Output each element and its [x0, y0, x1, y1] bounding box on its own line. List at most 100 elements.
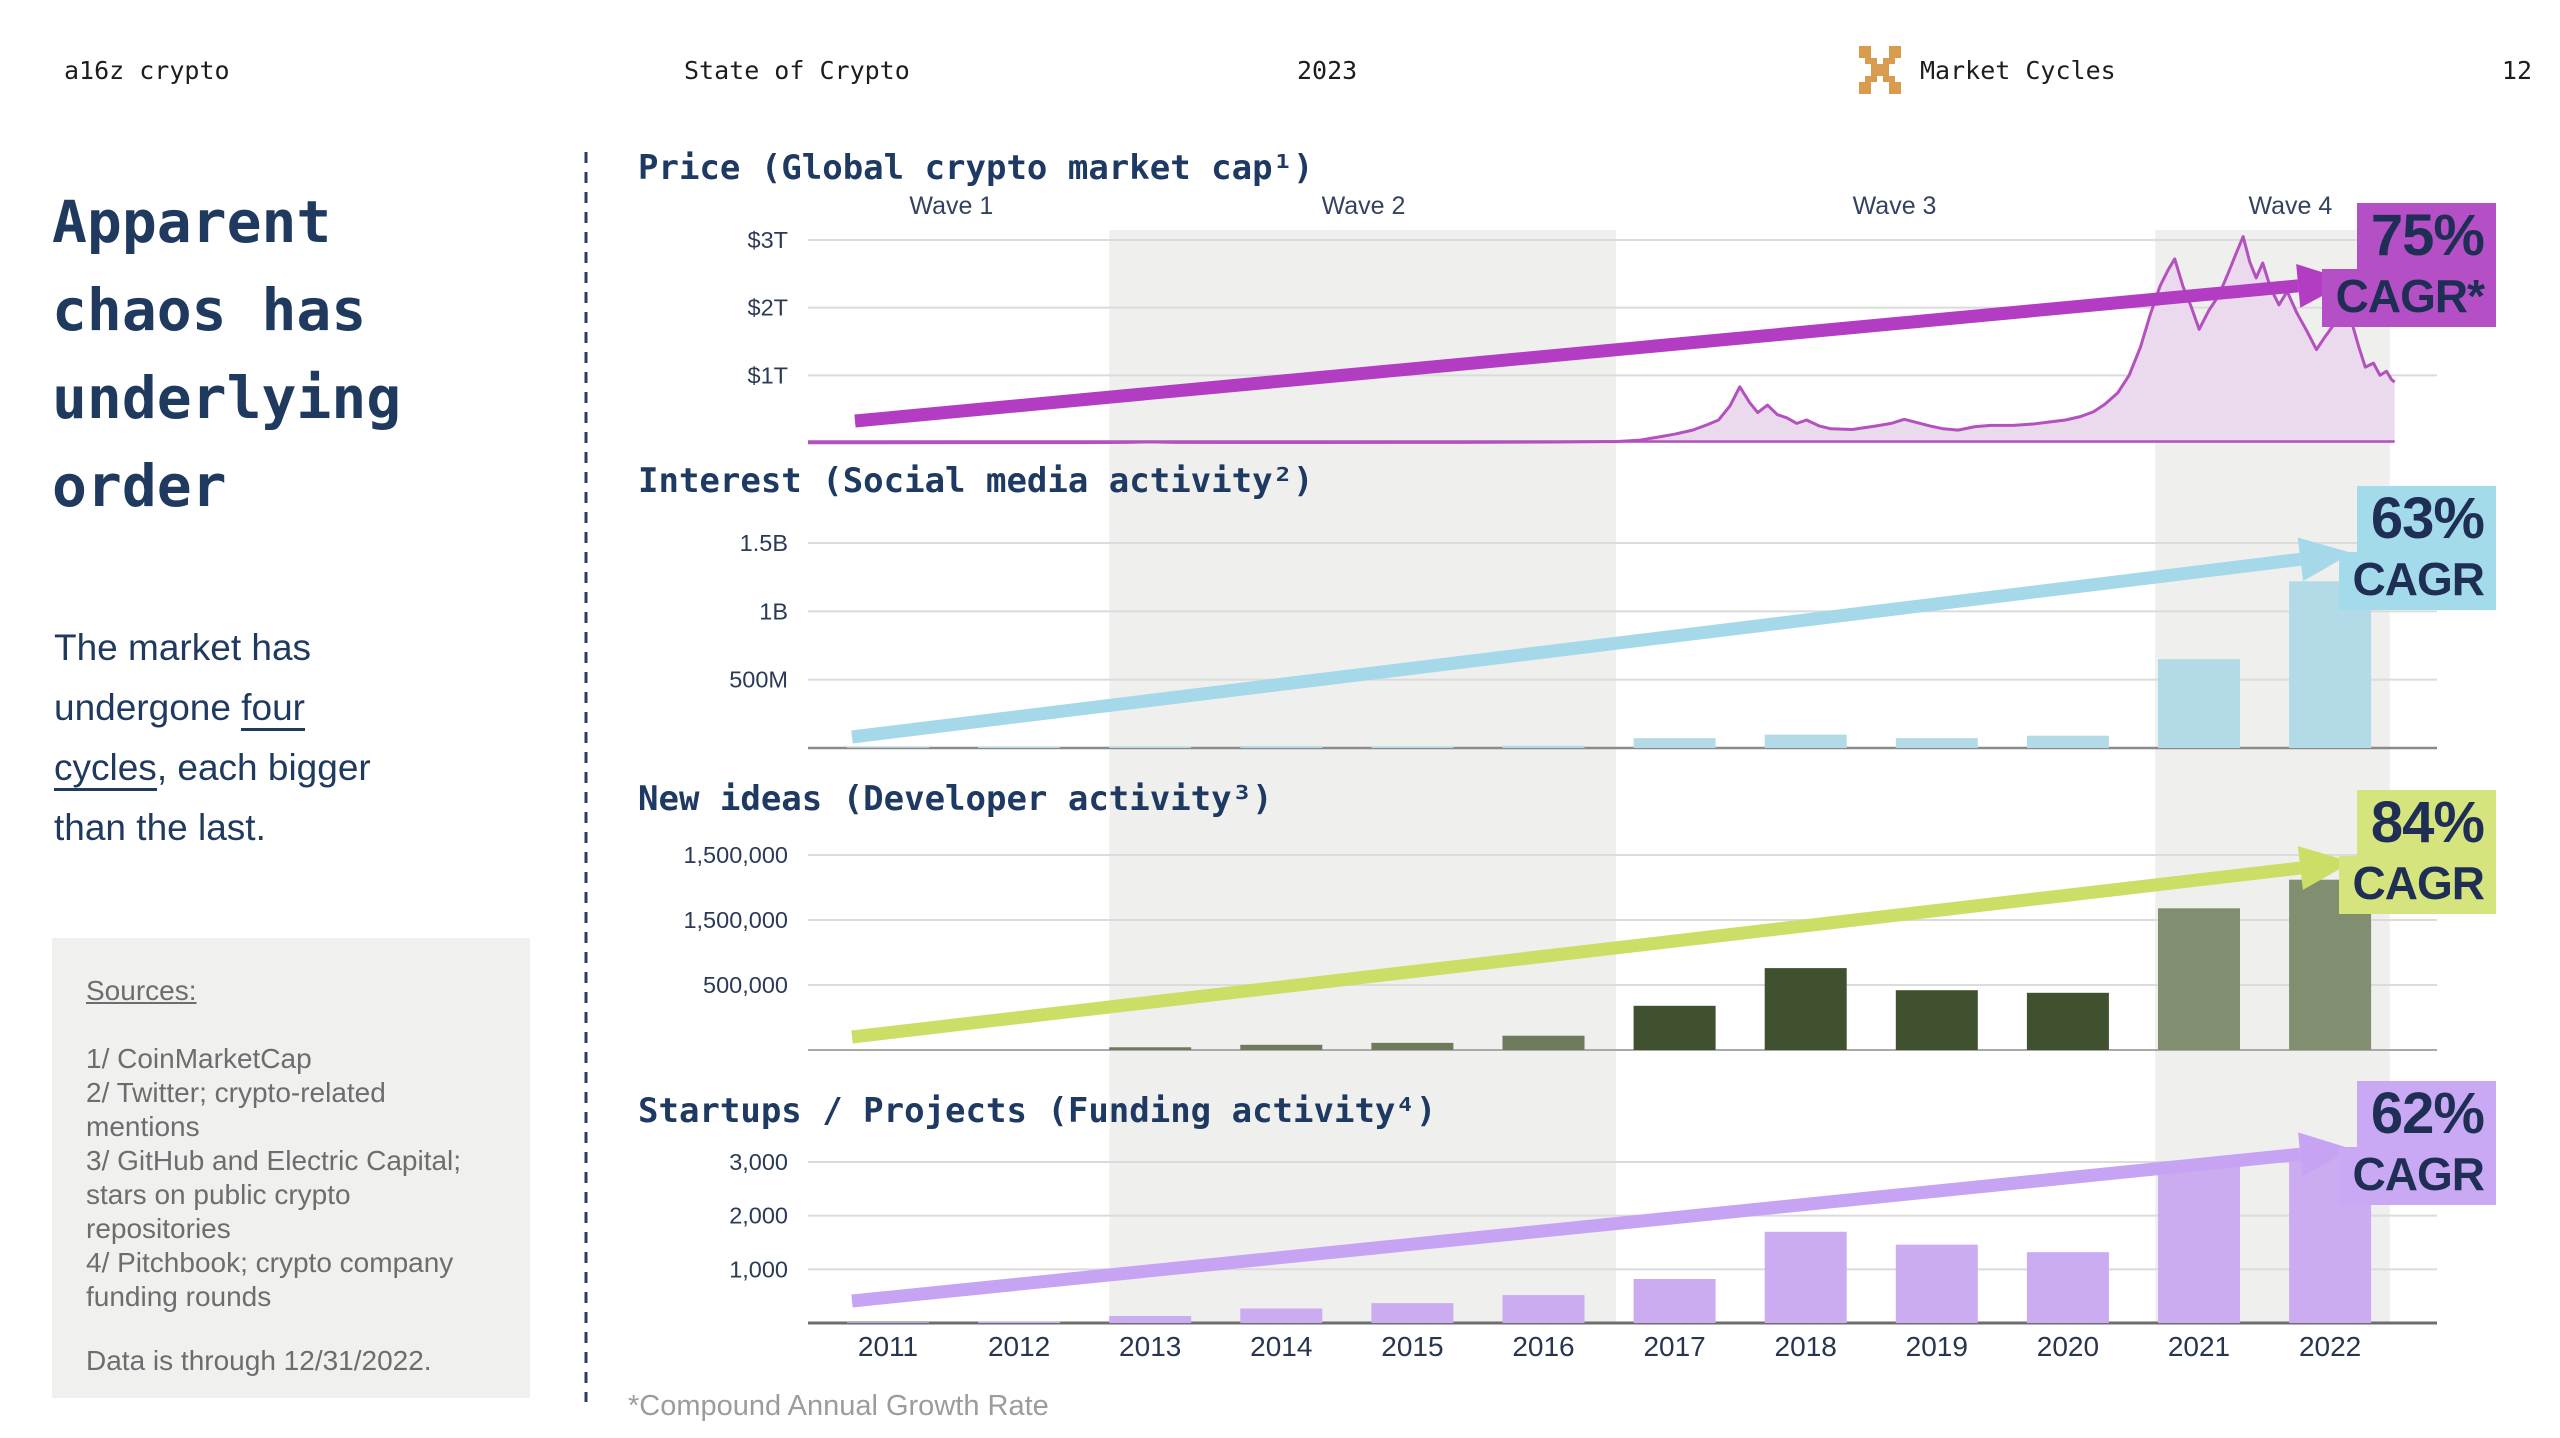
wave-2-label: Wave 2: [1321, 192, 1406, 220]
startups-cagr-badge: 62% CAGR: [2338, 1081, 2496, 1205]
y-tick-label: 1.5B: [740, 530, 788, 556]
wave-band: [1109, 230, 1616, 1323]
bar: [1764, 1231, 1847, 1323]
trend-arrowhead: [2297, 537, 2352, 582]
deck-year: 2023: [1297, 56, 1358, 85]
year-label: 2020: [2037, 1331, 2099, 1362]
section-label: Market Cycles: [1920, 56, 2116, 85]
bar: [1240, 1044, 1323, 1050]
price-line: [807, 235, 2396, 445]
wave-3-label: Wave 3: [1852, 192, 1937, 220]
subtitle-pre: The market has undergone: [54, 627, 312, 728]
bar: [1764, 734, 1847, 748]
wave-4-label: Wave 4: [2248, 192, 2333, 220]
subtitle-underlined: four cycles: [54, 687, 305, 791]
bar: [1502, 1035, 1585, 1050]
bar: [1371, 1303, 1454, 1323]
cagr-percent: 84%: [2356, 790, 2496, 856]
year-label: 2021: [2168, 1331, 2230, 1362]
cagr-label: CAGR: [2338, 856, 2496, 914]
bar: [1371, 746, 1454, 748]
year-label: 2022: [2299, 1331, 2361, 1362]
bar: [2158, 908, 2240, 1050]
bar: [1240, 1308, 1323, 1323]
bar: [1895, 738, 1978, 748]
trend-arrow: [851, 1147, 2301, 1308]
year-label: 2019: [1906, 1331, 1968, 1362]
deck-title: State of Crypto: [684, 56, 910, 85]
year-label: 2017: [1643, 1331, 1705, 1362]
bar: [978, 1321, 1061, 1323]
cagr-label: CAGR: [2338, 1147, 2496, 1205]
cagr-footnote: *Compound Annual Growth Rate: [628, 1390, 1049, 1422]
y-tick-label: 1,500,000: [683, 842, 788, 868]
bar: [2026, 992, 2109, 1050]
source-item: 4/ Pitchbook; crypto company funding rou…: [86, 1247, 454, 1312]
price-chart-title: Price (Global crypto market cap¹): [638, 148, 1314, 188]
source-item: 3/ GitHub and Electric Capital; stars on…: [86, 1145, 462, 1244]
sources-heading: Sources:: [86, 975, 197, 1006]
ideas-cagr-badge: 84% CAGR: [2338, 790, 2496, 914]
trend-arrowhead: [2298, 1132, 2352, 1177]
y-tick-label: 1B: [759, 598, 788, 624]
bar: [2158, 659, 2240, 748]
bar: [1109, 1047, 1192, 1050]
bar: [1764, 968, 1847, 1050]
trend-arrow: [851, 552, 2302, 744]
year-label: 2011: [858, 1331, 918, 1362]
bar: [2158, 1161, 2240, 1323]
wave-1-label: Wave 1: [909, 192, 994, 220]
y-tick-label: 1,000: [729, 1256, 788, 1282]
market-cycles-pixel-icon: [1858, 46, 1902, 94]
price-cagr-badge: 75% CAGR*: [2321, 203, 2496, 327]
year-label: 2016: [1512, 1331, 1574, 1362]
cagr-percent: 63%: [2356, 486, 2496, 552]
ideas-chart-title: New ideas (Developer activity³): [638, 779, 1273, 819]
y-tick-label: 500M: [729, 667, 788, 693]
bar: [847, 1322, 929, 1323]
bar: [1109, 1316, 1192, 1323]
y-tick-label: 3,000: [729, 1149, 788, 1175]
bar: [2026, 1252, 2109, 1323]
bar: [2026, 735, 2109, 748]
bar: [1109, 746, 1192, 748]
y-tick-label: 500,000: [703, 972, 788, 998]
cagr-label: CAGR*: [2321, 269, 2496, 327]
page-number: 12: [2501, 56, 2532, 85]
sources-note: Data is through 12/31/2022.: [86, 1345, 432, 1376]
trend-arrow: [854, 279, 2299, 428]
slide-title: Apparent chaos has underlying order: [52, 188, 402, 520]
year-label: 2015: [1381, 1331, 1443, 1362]
slide-subtitle: The market has undergone four cycles, ea…: [54, 618, 404, 858]
startups-chart-title: Startups / Projects (Funding activity⁴): [638, 1091, 1437, 1131]
interest-cagr-badge: 63% CAGR: [2338, 486, 2496, 610]
bar: [1633, 1278, 1716, 1323]
bar: [1633, 1005, 1716, 1050]
y-tick-label: $2T: [748, 295, 789, 321]
brand-label: a16z crypto: [64, 56, 230, 85]
bar: [1502, 745, 1585, 748]
bar: [1895, 990, 1978, 1050]
bar: [1633, 738, 1716, 748]
interest-chart-title: Interest (Social media activity²): [638, 461, 1314, 501]
sources-box: Sources: 1/ CoinMarketCap 2/ Twitter; cr…: [52, 938, 530, 1398]
trend-arrow: [851, 861, 2302, 1044]
year-label: 2013: [1119, 1331, 1181, 1362]
source-item: 2/ Twitter; crypto-related mentions: [86, 1077, 386, 1142]
subtitle-post: , each bigger than the last.: [54, 747, 371, 848]
trend-arrowhead: [2297, 846, 2352, 890]
cagr-percent: 75%: [2356, 203, 2496, 269]
source-item: 1/ CoinMarketCap: [86, 1043, 312, 1074]
cagr-percent: 62%: [2356, 1081, 2496, 1147]
y-tick-label: 2,000: [729, 1203, 788, 1229]
bar: [1502, 1295, 1585, 1323]
year-label: 2012: [988, 1331, 1050, 1362]
bar: [1895, 1244, 1978, 1323]
bar: [978, 746, 1061, 748]
year-label: 2018: [1775, 1331, 1837, 1362]
year-label: 2014: [1250, 1331, 1312, 1362]
bar: [847, 747, 929, 748]
bar: [1240, 746, 1323, 748]
